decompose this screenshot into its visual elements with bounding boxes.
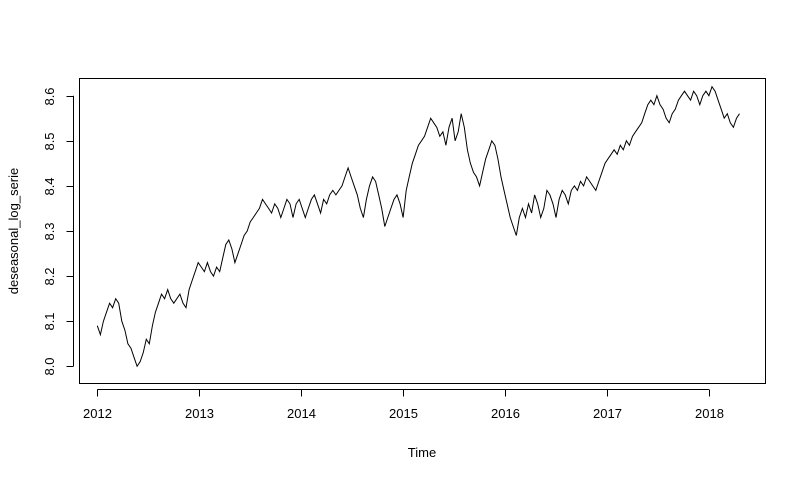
y-tick-label: 8.3 bbox=[42, 222, 57, 240]
x-tick-label: 2013 bbox=[185, 406, 214, 421]
plot-frame bbox=[79, 78, 766, 384]
y-tick-label: 8.0 bbox=[42, 357, 57, 375]
x-tick-label: 2014 bbox=[287, 406, 316, 421]
x-tick-label: 2017 bbox=[593, 406, 622, 421]
y-tick-label: 8.2 bbox=[42, 267, 57, 285]
x-tick-label: 2018 bbox=[695, 406, 724, 421]
y-axis: 8.0 8.1 8.2 8.3 8.4 8.5 8.6 bbox=[42, 87, 74, 376]
y-axis-label: deseasonal_log_serie bbox=[6, 168, 21, 294]
x-tick-label: 2016 bbox=[491, 406, 520, 421]
x-tick-label: 2015 bbox=[389, 406, 418, 421]
series-line bbox=[96, 85, 740, 368]
y-tick-label: 8.4 bbox=[42, 177, 57, 195]
x-tick-label: 2012 bbox=[83, 406, 112, 421]
y-tick-label: 8.5 bbox=[42, 132, 57, 150]
x-axis-label: Time bbox=[408, 445, 436, 460]
y-tick-label: 8.6 bbox=[42, 87, 57, 105]
x-axis: 2012 2013 2014 2015 2016 2017 2018 bbox=[83, 389, 724, 421]
y-tick-label: 8.1 bbox=[42, 312, 57, 330]
